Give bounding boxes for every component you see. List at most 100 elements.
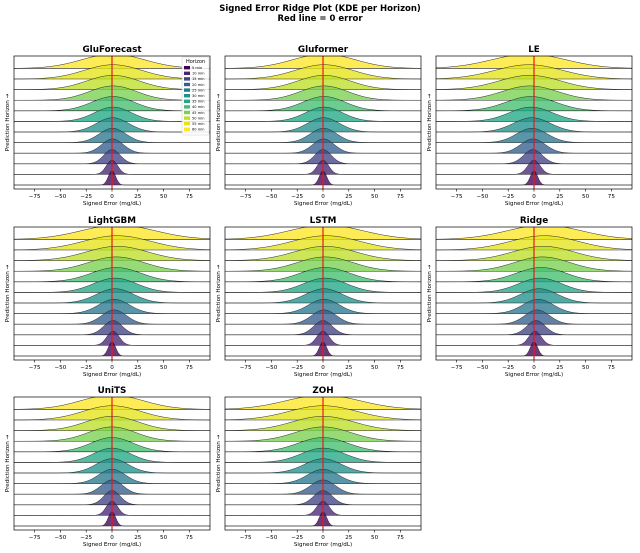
legend-entry: 60 min bbox=[192, 128, 205, 132]
legend-entry: 55 min bbox=[192, 122, 205, 126]
y-axis-label: Prediction Horizon → bbox=[216, 93, 222, 151]
legend-entry: 50 min bbox=[192, 116, 205, 120]
x-tick-label: −25 bbox=[291, 194, 303, 200]
plot-area bbox=[14, 56, 210, 189]
legend-entry: 45 min bbox=[192, 111, 205, 115]
x-axis-label: Signed Error (mg/dL) bbox=[294, 542, 352, 548]
x-tick-label: 50 bbox=[160, 535, 168, 541]
x-tick-label: 25 bbox=[556, 365, 564, 371]
x-tick-label: 50 bbox=[160, 194, 168, 200]
x-tick-label: 75 bbox=[186, 365, 194, 371]
panel-lightgbm: LightGBM −75 −50 −25 0 25 50 75 Signed Error (mg… bbox=[5, 216, 211, 378]
x-tick-label: −25 bbox=[291, 365, 303, 371]
legend-entry: 25 min bbox=[192, 88, 205, 92]
x-tick-label: 25 bbox=[134, 365, 142, 371]
x-axis-label: Signed Error (mg/dL) bbox=[83, 201, 141, 207]
x-tick-label: 25 bbox=[134, 194, 142, 200]
x-tick-label: −50 bbox=[477, 365, 489, 371]
panel-title: LSTM bbox=[310, 216, 337, 226]
x-tick-label: 75 bbox=[186, 535, 194, 541]
y-axis-label: Prediction Horizon → bbox=[427, 264, 433, 322]
x-tick-label: 50 bbox=[371, 365, 379, 371]
x-tick-label: 50 bbox=[371, 535, 379, 541]
x-tick-label: −25 bbox=[502, 194, 514, 200]
panel-ridge: Ridge −75 −50 −25 0 25 50 75 Signed Error (mg/dL… bbox=[427, 216, 633, 378]
ridge-outline bbox=[14, 397, 210, 410]
x-axis-label: Signed Error (mg/dL) bbox=[83, 542, 141, 548]
x-tick-label: −75 bbox=[29, 535, 41, 541]
x-tick-label: 0 bbox=[321, 194, 325, 200]
x-tick-label: 0 bbox=[532, 365, 536, 371]
x-tick-label: 75 bbox=[608, 194, 616, 200]
plot-area bbox=[436, 56, 632, 189]
x-tick-label: 0 bbox=[110, 194, 114, 200]
x-tick-label: −75 bbox=[29, 365, 41, 371]
x-tick-label: 75 bbox=[397, 194, 405, 200]
legend-swatch bbox=[184, 82, 190, 87]
x-tick-label: −50 bbox=[477, 194, 489, 200]
x-tick-label: 75 bbox=[608, 365, 616, 371]
panel-units: UniTS −75 −50 −25 0 25 50 75 Signed Error (mg/dL… bbox=[5, 386, 211, 548]
legend-entry: 35 min bbox=[192, 100, 205, 104]
x-tick-label: 0 bbox=[321, 365, 325, 371]
x-tick-label: −50 bbox=[266, 535, 278, 541]
x-tick-label: −75 bbox=[29, 194, 41, 200]
x-tick-label: −25 bbox=[80, 365, 92, 371]
x-tick-label: −75 bbox=[240, 365, 252, 371]
plot-area bbox=[14, 227, 210, 360]
y-axis-label: Prediction Horizon → bbox=[5, 264, 11, 322]
panels-grid: GluForecast −75 −50 −25 0 25 50 75 Signed Error … bbox=[5, 45, 633, 548]
x-tick-label: −25 bbox=[80, 535, 92, 541]
x-axis-label: Signed Error (mg/dL) bbox=[83, 372, 141, 378]
legend-entry: 10 min bbox=[192, 72, 205, 76]
ridge-outline bbox=[436, 227, 632, 240]
ridge-outline bbox=[436, 56, 632, 69]
x-tick-label: −50 bbox=[266, 365, 278, 371]
y-axis-label: Prediction Horizon → bbox=[5, 93, 11, 151]
panel-title: LE bbox=[528, 45, 540, 55]
x-tick-label: 0 bbox=[110, 365, 114, 371]
y-axis-label: Prediction Horizon → bbox=[216, 264, 222, 322]
x-tick-label: −25 bbox=[291, 535, 303, 541]
plot-area bbox=[225, 56, 421, 189]
x-axis-label: Signed Error (mg/dL) bbox=[505, 201, 563, 207]
figure-title: Signed Error Ridge Plot (KDE per Horizon… bbox=[219, 4, 421, 14]
x-axis-label: Signed Error (mg/dL) bbox=[294, 201, 352, 207]
legend-swatch bbox=[184, 105, 190, 109]
x-tick-label: 25 bbox=[345, 194, 353, 200]
legend-entry: 40 min bbox=[192, 105, 205, 109]
legend-swatch bbox=[184, 77, 190, 81]
x-axis-label: Signed Error (mg/dL) bbox=[505, 372, 563, 378]
legend-swatch bbox=[184, 66, 190, 70]
x-tick-label: −50 bbox=[55, 535, 67, 541]
legend-swatch bbox=[184, 71, 190, 75]
x-tick-label: 25 bbox=[134, 535, 142, 541]
legend-swatch bbox=[184, 116, 190, 120]
x-tick-label: 75 bbox=[397, 535, 405, 541]
x-tick-label: 0 bbox=[110, 535, 114, 541]
figure-subtitle: Red line = 0 error bbox=[277, 14, 363, 24]
legend-swatch bbox=[184, 127, 190, 131]
panel-title: LightGBM bbox=[88, 216, 136, 226]
panel-title: UniTS bbox=[98, 386, 127, 396]
panel-zoh: ZOH −75 −50 −25 0 25 50 75 Signed Error (mg/dL) P… bbox=[216, 386, 422, 548]
x-axis-label: Signed Error (mg/dL) bbox=[294, 372, 352, 378]
x-tick-label: 0 bbox=[321, 535, 325, 541]
y-axis-label: Prediction Horizon → bbox=[216, 434, 222, 492]
ridge-outline bbox=[14, 56, 210, 69]
x-tick-label: −25 bbox=[502, 365, 514, 371]
y-axis-label: Prediction Horizon → bbox=[5, 434, 11, 492]
legend-swatch bbox=[184, 110, 190, 115]
x-tick-label: 50 bbox=[582, 194, 590, 200]
legend-entry: 30 min bbox=[192, 94, 205, 98]
legend-entry: 15 min bbox=[192, 77, 205, 81]
plot-area bbox=[225, 227, 421, 360]
legend-swatch bbox=[184, 88, 190, 92]
ridge-outline bbox=[225, 397, 421, 410]
panel-title: ZOH bbox=[312, 386, 333, 396]
x-tick-label: −50 bbox=[266, 194, 278, 200]
legend-entry: 5 min bbox=[192, 66, 202, 70]
legend-title: Horizon bbox=[186, 59, 205, 65]
x-tick-label: 75 bbox=[186, 194, 194, 200]
